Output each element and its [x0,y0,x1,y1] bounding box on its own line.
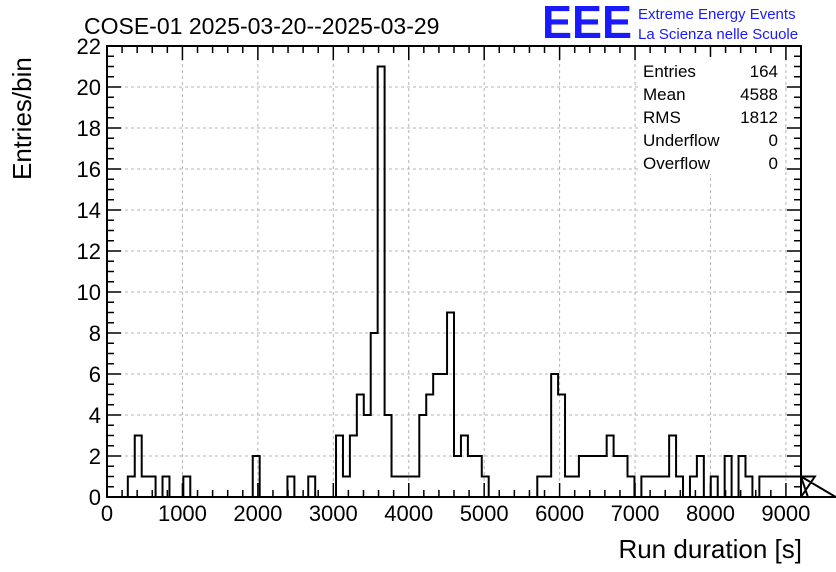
histogram-bin [183,477,190,498]
histogram-bin [163,477,170,498]
histogram-bin [669,436,676,498]
stats-label: Underflow [643,131,720,150]
logo-line1: Extreme Energy Events [638,6,796,23]
y-tick-label: 16 [77,157,101,182]
stats-value: 1812 [740,108,778,127]
stats-box-background [638,57,782,174]
histogram-bin [135,436,142,498]
histogram-bin [766,477,773,498]
stats-value: 0 [769,154,778,173]
stats-value: 4588 [740,85,778,104]
y-tick-label: 12 [77,239,101,264]
stats-value: 164 [750,62,778,81]
histogram-bin [579,456,586,497]
histogram-bin [648,477,655,498]
histogram-bin [308,477,315,498]
logo-letters: EEE [542,0,632,48]
histogram-bin [128,477,135,498]
histogram-bin [676,477,683,498]
eee-logo: EEE Extreme Energy Events La Scienza nel… [542,0,798,48]
x-tick-label: 2000 [233,501,282,526]
histogram-bin [336,436,343,498]
histogram-bin [565,477,572,498]
histogram-bin [759,477,766,498]
histogram-bin [572,477,579,498]
histogram-bin [364,415,371,497]
y-axis-label: Entries/bin [7,57,37,180]
histogram-bin [482,477,489,498]
stats-value: 0 [769,131,778,150]
histogram-bin [371,333,378,497]
histogram-bin [711,477,718,498]
x-tick-label: 8000 [686,501,735,526]
histogram-bin [440,374,447,497]
histogram-bin [461,436,468,498]
histogram-bin [475,456,482,497]
histogram-bin [745,477,752,498]
stats-label: RMS [643,108,681,127]
y-tick-label: 22 [77,34,101,59]
histogram-bin [697,456,704,497]
histogram-bin [357,395,364,498]
x-tick-label: 6000 [535,501,584,526]
y-tick-label: 18 [77,116,101,141]
x-tick-label: 1000 [158,501,207,526]
stats-label: Overflow [643,154,711,173]
stats-box: Entries 164 Mean 4588 RMS 1812 Underflow 0 Overf… [638,57,782,174]
x-tick-label: 0 [101,501,113,526]
histogram-bin [433,374,440,497]
y-axis-ticks: 0 2 4 6 8 10 12 14 16 18 20 22 [77,34,801,510]
histogram-bin [600,456,607,497]
histogram-bin [412,477,419,498]
histogram-bin [378,67,385,498]
x-tick-label: 3000 [309,501,358,526]
histogram-bin [739,456,746,497]
histogram-bin [773,477,780,498]
stats-label: Entries [643,62,696,81]
histogram-bin [350,436,357,498]
histogram-bin [607,436,614,498]
chart-title: COSE-01 2025-03-20--2025-03-29 [84,13,439,39]
histogram-bin [253,456,260,497]
histogram-bin [593,456,600,497]
histogram-bin [385,415,392,497]
histogram-bin [655,477,662,498]
histogram-bin [558,395,565,498]
y-tick-label: 2 [89,444,101,469]
histogram-bin [142,477,149,498]
histogram-bin [641,477,648,498]
x-tick-label: 4000 [384,501,433,526]
y-tick-label: 6 [89,362,101,387]
y-tick-label: 8 [89,321,101,346]
histogram-bin [392,477,399,498]
x-tick-label: 7000 [611,501,660,526]
x-tick-label: 9000 [761,501,810,526]
y-tick-label: 20 [77,75,101,100]
histogram-bin [551,374,558,497]
histogram-bin [398,477,405,498]
histogram-bin [419,415,426,497]
y-tick-label: 10 [77,280,101,305]
histogram-bin [426,395,433,498]
histogram-bin [537,477,544,498]
stats-label: Mean [643,85,686,104]
y-tick-label: 14 [77,198,101,223]
histogram-bin [621,456,628,497]
x-axis-ticks: 0 1000 2000 3000 4000 5000 6000 7000 8000 9000 [101,46,810,526]
histogram-bin [454,456,461,497]
histogram-bin [447,313,454,498]
x-axis-label: Run duration [s] [618,534,802,564]
histogram-bin [628,477,635,498]
y-tick-label: 4 [89,403,101,428]
y-tick-label: 0 [89,485,101,510]
x-tick-label: 5000 [460,501,509,526]
histogram-bin [787,477,794,498]
logo-line2: La Scienza nelle Scuole [638,26,798,43]
